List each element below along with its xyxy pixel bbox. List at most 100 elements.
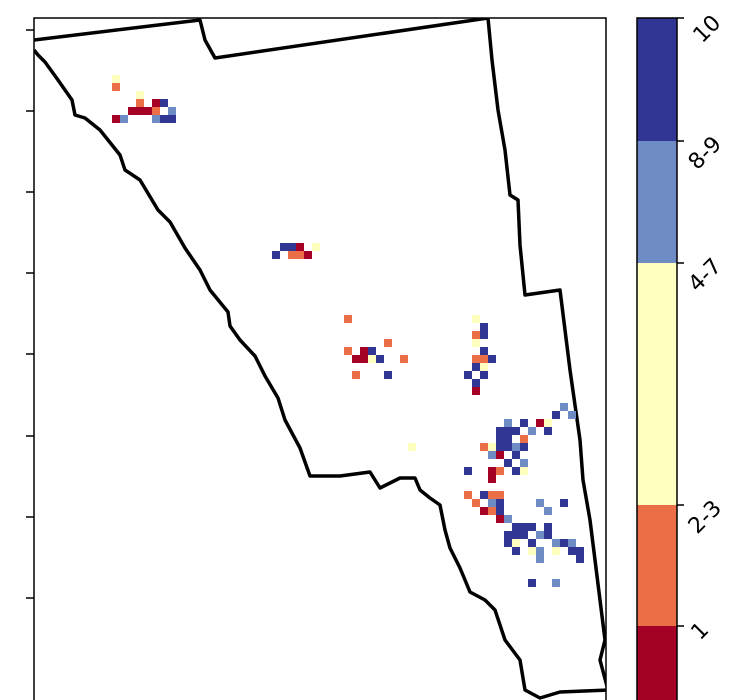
raster-cell [512,451,520,459]
raster-cell [568,539,576,547]
raster-cell [512,443,520,451]
raster-cell [496,467,504,475]
raster-cell [512,467,520,475]
raster-cell [480,363,488,371]
raster-cell [544,523,552,531]
raster-cell [128,107,136,115]
raster-cell [520,419,528,427]
raster-cell [168,107,176,115]
raster-cell [488,451,496,459]
raster-cell [496,515,504,523]
raster-cell [536,499,544,507]
raster-cell [464,491,472,499]
raster-cell [488,355,496,363]
colorbar-label-2-3: 2-3 [684,496,727,539]
raster-cell [112,75,120,83]
raster-cell [480,331,488,339]
raster-cell [488,475,496,483]
raster-cell [544,531,552,539]
raster-cell [288,243,296,251]
raster-cell [488,467,496,475]
raster-cell [496,427,504,435]
raster-cell [488,443,496,451]
raster-cell [360,347,368,355]
raster-cell [520,435,528,443]
raster-cell [288,251,296,259]
raster-cell [112,115,120,123]
raster-cell [408,443,416,451]
raster-cell [496,443,504,451]
axis-ticks [26,29,34,599]
colorbar: 10 8-9 4-7 2-3 1 [636,11,727,700]
raster-cell [480,491,488,499]
raster-cell [344,315,352,323]
raster-cell [552,579,560,587]
raster-cell [352,355,360,363]
raster-cell [512,427,520,435]
colorbar-segment-2-3 [637,505,677,626]
raster-cell [400,355,408,363]
raster-cell [472,499,480,507]
raster-cell [544,419,552,427]
raster-cell [504,419,512,427]
raster-cell [496,507,504,515]
raster-cell [536,555,544,563]
raster-cell [384,371,392,379]
raster-cell [568,547,576,555]
raster-cell [504,515,512,523]
colorbar-segment-10 [637,18,677,141]
raster-cell [568,411,576,419]
region-boundary [34,18,606,700]
colorbar-label-10: 10 [689,11,726,48]
colorbar-label-1: 1 [687,618,715,646]
raster-cell [560,403,568,411]
raster-cell [144,107,152,115]
raster-cell [376,355,384,363]
raster-cell [512,547,520,555]
raster-cell [136,99,144,107]
raster-cell [384,339,392,347]
raster-cell [472,315,480,323]
raster-cell [480,507,488,515]
raster-cell [480,355,488,363]
raster-cell [520,467,528,475]
raster-cell [472,379,480,387]
raster-cell [472,387,480,395]
raster-cell [536,547,544,555]
raster-cell [496,435,504,443]
raster-cell [520,459,528,467]
raster-cell [552,411,560,419]
raster-cell [576,555,584,563]
raster-cell [512,531,520,539]
raster-cell [280,243,288,251]
raster-cell [544,507,552,515]
raster-cell [304,251,312,259]
raster-cell [488,491,496,499]
raster-cell [496,451,504,459]
raster-cell [472,355,480,363]
raster-cell [472,331,480,339]
raster-cell [136,91,144,99]
map-frame [33,17,607,700]
raster-cell [464,467,472,475]
colorbar-label-8-9: 8-9 [684,132,727,175]
raster-cell [480,347,488,355]
raster-cell [520,531,528,539]
raster-cell [344,347,352,355]
colorbar-label-4-7: 4-7 [684,254,727,297]
raster-cell [560,539,568,547]
raster-cell [152,99,160,107]
raster-cell [296,251,304,259]
raster-cell [560,499,568,507]
raster-cell [368,347,376,355]
raster-cell [368,355,376,363]
raster-cell [152,115,160,123]
raster-cell [160,115,168,123]
raster-cell [512,539,520,547]
raster-cell [520,523,528,531]
raster-cell [536,419,544,427]
raster-cell [488,499,496,507]
raster-cell [528,547,536,555]
raster-cells [112,75,584,587]
